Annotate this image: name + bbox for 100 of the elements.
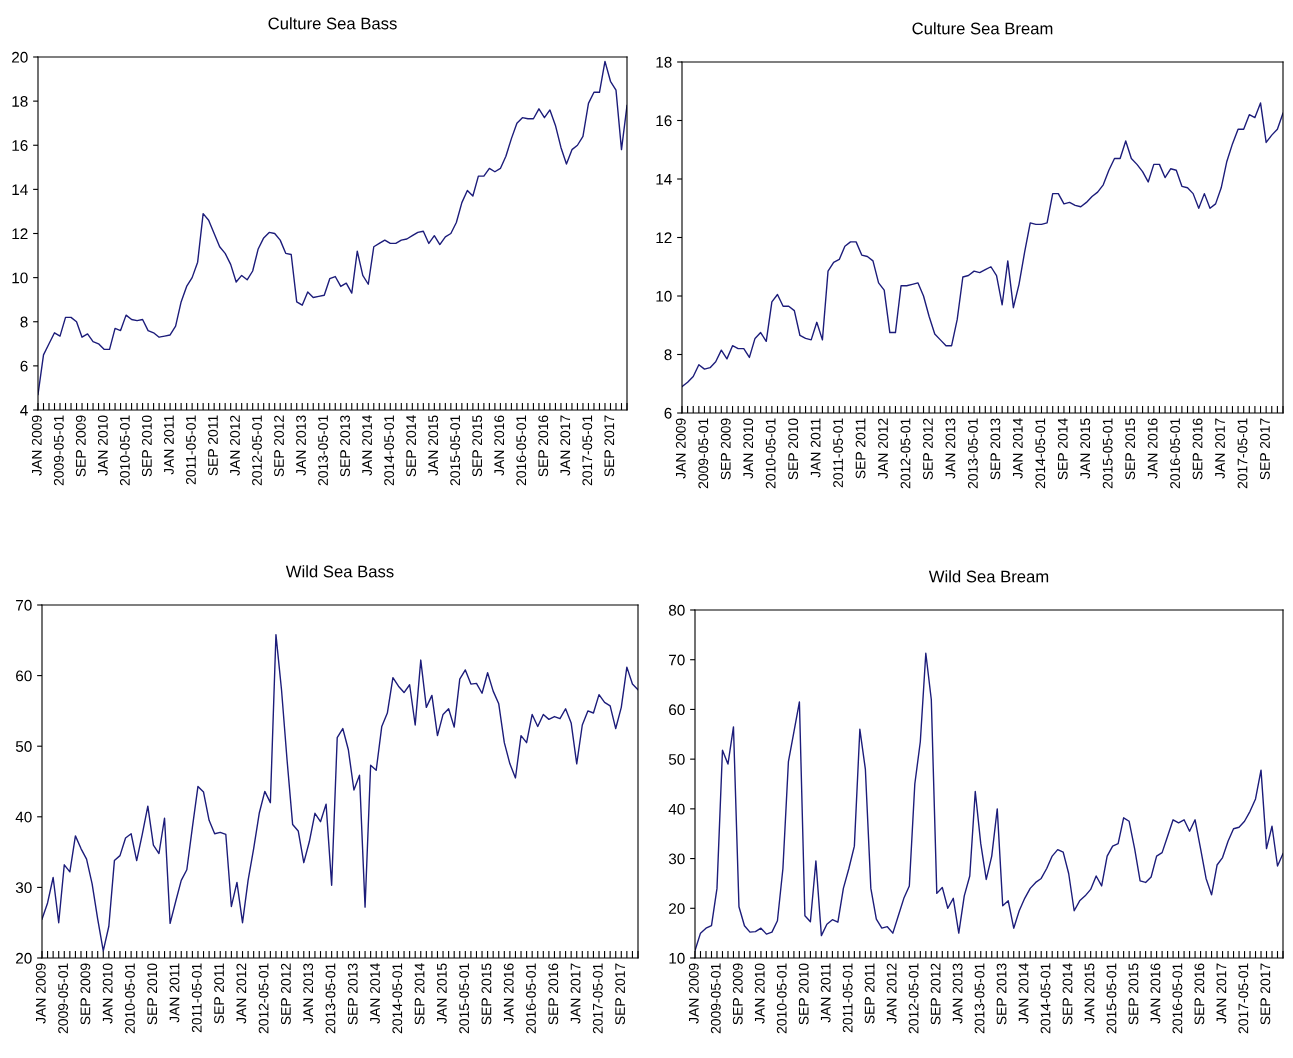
chart-title: Wild Sea Bream: [928, 570, 1049, 583]
y-tick-label: 20: [12, 51, 28, 63]
y-tick-label: 12: [12, 228, 28, 240]
x-tick-label: SEP 2012: [930, 963, 941, 1025]
x-tick-label: JAN 2010: [743, 418, 754, 479]
x-tick-label: SEP 2017: [1260, 418, 1270, 480]
x-tick-label: JAN 2015: [428, 415, 439, 476]
x-tick-label: SEP 2012: [923, 418, 933, 480]
x-tick-label: 2017-05-01: [1237, 418, 1248, 489]
x-tick-label: SEP 2011: [855, 418, 866, 479]
y-tick-label: 8: [20, 316, 28, 328]
y-tick-label: 14: [656, 174, 672, 185]
x-tick-label: SEP 2010: [798, 963, 809, 1025]
x-tick-label: SEP 2017: [604, 415, 615, 477]
x-tick-label: JAN 2012: [236, 963, 247, 1024]
x-tick-label: SEP 2014: [1062, 963, 1073, 1025]
x-tick-label: SEP 2016: [538, 415, 549, 477]
x-tick-label: SEP 2016: [1192, 418, 1203, 480]
x-tick-label: 2013-05-01: [318, 415, 328, 486]
chart-title: Culture Sea Bream: [912, 22, 1053, 35]
x-tick-label: 2009-05-01: [53, 415, 64, 486]
x-tick-label: JAN 2013: [945, 418, 956, 479]
x-tick-label: 2016-05-01: [516, 415, 527, 486]
x-tick-label: 2010-05-01: [119, 415, 130, 486]
x-tick-label: JAN 2010: [97, 415, 108, 476]
x-tick-label: SEP 2013: [347, 963, 358, 1025]
x-tick-label: SEP 2014: [1057, 418, 1068, 480]
x-tick-label: SEP 2015: [1128, 963, 1139, 1025]
y-tick-label: 70: [669, 654, 685, 666]
x-tick-label: JAN 2014: [362, 415, 373, 476]
x-tick-label: JAN 2012: [886, 963, 897, 1024]
x-tick-label: JAN 2011: [164, 415, 174, 475]
x-tick-label: 2012-05-01: [908, 963, 919, 1034]
x-tick-label: JAN 2017: [560, 415, 571, 476]
x-tick-label: 2015-05-01: [459, 963, 470, 1034]
x-tick-label: JAN 2013: [296, 415, 306, 476]
x-tick-label: SEP 2017: [615, 963, 626, 1025]
x-tick-label: 2016-05-01: [1172, 963, 1183, 1034]
x-tick-label: SEP 2012: [274, 415, 284, 477]
y-tick-label: 20: [669, 903, 685, 914]
x-tick-label: SEP 2017: [1260, 963, 1271, 1025]
x-tick-label: JAN 2017: [1215, 418, 1225, 479]
x-tick-label: 2009-05-01: [698, 418, 709, 489]
x-tick-label: JAN 2009: [35, 963, 46, 1024]
y-tick-label: 18: [12, 95, 28, 107]
y-tick-label: 60: [669, 704, 685, 716]
x-tick-label: 2013-05-01: [974, 963, 985, 1034]
y-tick-label: 50: [668, 754, 685, 765]
y-tick-label: 16: [12, 140, 28, 151]
x-tick-label: 2015-05-01: [1102, 418, 1113, 489]
x-tick-label: 2010-05-01: [125, 963, 135, 1034]
x-tick-label: SEP 2013: [340, 415, 350, 477]
y-tick-label: 10: [12, 272, 28, 284]
x-tick-label: JAN 2012: [230, 415, 240, 476]
x-tick-label: JAN 2014: [1012, 418, 1023, 479]
x-tick-label: JAN 2011: [820, 963, 831, 1023]
x-tick-label: JAN 2009: [675, 418, 686, 479]
x-tick-label: 2011-05-01: [191, 963, 202, 1033]
y-tick-label: 20: [16, 952, 32, 964]
x-tick-label: SEP 2011: [864, 963, 875, 1024]
x-tick-label: SEP 2011: [208, 415, 218, 476]
x-tick-label: SEP 2012: [280, 963, 291, 1025]
y-tick-label: 40: [668, 803, 685, 815]
y-tick-label: 60: [16, 670, 32, 682]
x-tick-label: SEP 2009: [80, 963, 91, 1025]
x-tick-label: 2015-05-01: [1106, 963, 1117, 1034]
x-tick-label: 2013-05-01: [967, 418, 978, 489]
x-tick-label: SEP 2010: [141, 415, 152, 477]
x-tick-label: 2013-05-01: [325, 963, 336, 1034]
y-tick-label: 10: [669, 952, 685, 964]
x-tick-label: JAN 2015: [1084, 963, 1095, 1024]
y-tick-label: 14: [12, 184, 28, 195]
y-tick-label: 8: [664, 349, 672, 361]
x-tick-label: 2011-05-01: [842, 963, 853, 1033]
y-tick-label: 80: [668, 604, 685, 616]
x-tick-label: 2016-05-01: [1170, 418, 1181, 489]
x-tick-label: JAN 2016: [503, 963, 514, 1024]
x-tick-label: JAN 2011: [169, 963, 180, 1023]
x-tick-label: JAN 2017: [570, 963, 581, 1024]
x-tick-label: 2014-05-01: [384, 415, 395, 486]
x-tick-label: JAN 2009: [31, 415, 42, 476]
y-tick-label: 30: [668, 853, 685, 865]
y-tick-label: 16: [656, 115, 672, 127]
y-tick-label: 6: [664, 407, 672, 419]
x-tick-label: 2009-05-01: [710, 963, 721, 1034]
x-tick-label: JAN 2011: [810, 418, 821, 478]
x-tick-label: JAN 2013: [303, 963, 314, 1024]
chart-title: Culture Sea Bass: [268, 17, 397, 30]
x-tick-label: JAN 2016: [1147, 418, 1158, 479]
y-tick-label: 30: [15, 882, 32, 894]
line-series: [682, 102, 1283, 388]
x-tick-label: SEP 2009: [732, 963, 743, 1025]
x-tick-label: 2011-05-01: [833, 418, 843, 488]
y-tick-label: 40: [15, 811, 32, 823]
x-tick-label: JAN 2014: [370, 963, 380, 1024]
x-tick-label: 2011-05-01: [186, 415, 196, 485]
x-tick-label: SEP 2010: [147, 963, 158, 1025]
x-tick-label: SEP 2015: [1125, 418, 1136, 480]
x-tick-label: SEP 2013: [996, 963, 1007, 1025]
x-tick-label: SEP 2016: [548, 963, 559, 1025]
